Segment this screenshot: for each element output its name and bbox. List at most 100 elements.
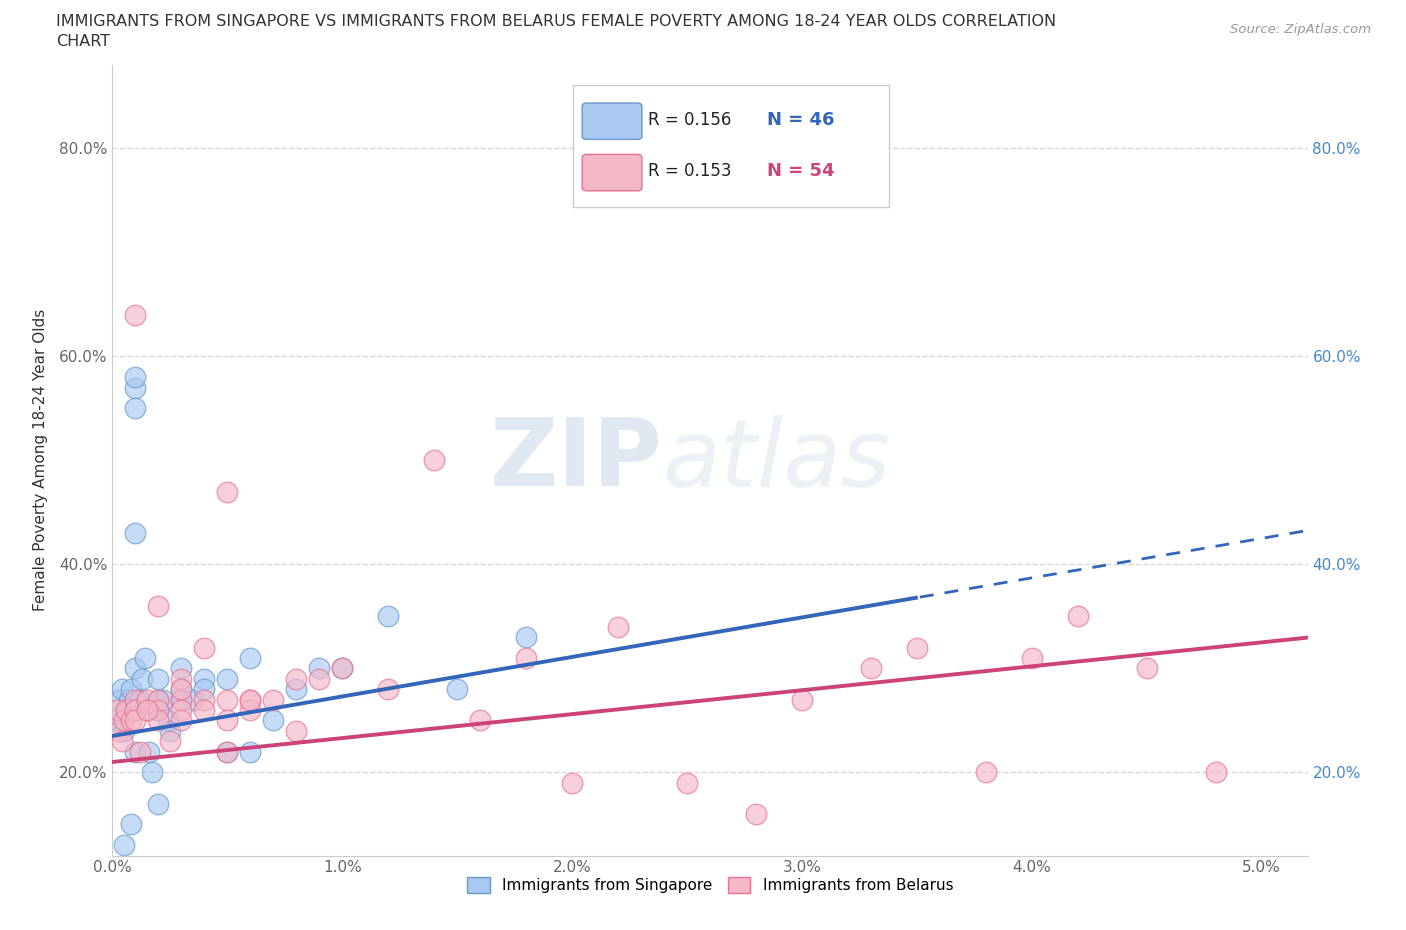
- Point: [152, 692, 174, 707]
- Point: [239, 702, 262, 717]
- Point: [105, 713, 128, 728]
- Point: [129, 692, 152, 707]
- Point: [193, 682, 215, 697]
- Point: [124, 702, 146, 717]
- Point: [1067, 609, 1090, 624]
- Point: [124, 401, 146, 416]
- Point: [446, 682, 468, 697]
- Point: [124, 692, 146, 707]
- Point: [170, 661, 193, 676]
- Point: [285, 724, 308, 738]
- Point: [170, 682, 193, 697]
- Point: [745, 806, 768, 821]
- Text: Source: ZipAtlas.com: Source: ZipAtlas.com: [1230, 23, 1371, 36]
- Point: [124, 525, 146, 540]
- Point: [129, 744, 152, 759]
- Point: [217, 744, 239, 759]
- Point: [120, 682, 142, 697]
- Y-axis label: Female Poverty Among 18-24 Year Olds: Female Poverty Among 18-24 Year Olds: [32, 309, 48, 612]
- Point: [607, 619, 630, 634]
- Point: [108, 692, 131, 707]
- Point: [138, 744, 160, 759]
- Text: ZIP: ZIP: [489, 415, 662, 506]
- Point: [285, 671, 308, 686]
- Point: [193, 671, 215, 686]
- Point: [217, 713, 239, 728]
- Point: [561, 776, 583, 790]
- Text: R = 0.156: R = 0.156: [648, 111, 731, 128]
- Point: [136, 692, 159, 707]
- Point: [108, 724, 131, 738]
- Point: [217, 671, 239, 686]
- Point: [117, 692, 139, 707]
- Text: atlas: atlas: [662, 415, 890, 506]
- Point: [141, 765, 163, 780]
- Point: [377, 609, 399, 624]
- Point: [112, 713, 135, 728]
- Point: [170, 692, 193, 707]
- Point: [148, 599, 170, 614]
- Point: [1136, 661, 1159, 676]
- Point: [859, 661, 882, 676]
- Text: R = 0.153: R = 0.153: [648, 162, 731, 180]
- Point: [377, 682, 399, 697]
- Point: [905, 640, 928, 655]
- Point: [515, 630, 537, 644]
- Point: [124, 307, 146, 322]
- Point: [159, 724, 181, 738]
- Point: [170, 713, 193, 728]
- Text: CHART: CHART: [56, 34, 110, 49]
- Point: [217, 744, 239, 759]
- Point: [974, 765, 997, 780]
- Point: [131, 671, 153, 686]
- Point: [134, 651, 156, 666]
- Point: [193, 692, 215, 707]
- FancyBboxPatch shape: [572, 85, 890, 207]
- Point: [124, 713, 146, 728]
- Point: [217, 485, 239, 499]
- Point: [181, 692, 204, 707]
- Point: [148, 796, 170, 811]
- Text: N = 46: N = 46: [768, 111, 835, 128]
- Point: [676, 776, 699, 790]
- Text: N = 54: N = 54: [768, 162, 835, 180]
- FancyBboxPatch shape: [582, 154, 643, 191]
- Point: [148, 713, 170, 728]
- Point: [193, 702, 215, 717]
- Point: [124, 744, 146, 759]
- Point: [148, 702, 170, 717]
- Point: [105, 702, 128, 717]
- Legend: Immigrants from Singapore, Immigrants from Belarus: Immigrants from Singapore, Immigrants fr…: [461, 871, 959, 899]
- Point: [239, 692, 262, 707]
- Point: [120, 817, 142, 831]
- Point: [170, 702, 193, 717]
- Point: [112, 724, 135, 738]
- FancyBboxPatch shape: [582, 103, 643, 140]
- Point: [790, 692, 813, 707]
- Point: [120, 713, 142, 728]
- Point: [1205, 765, 1227, 780]
- Point: [262, 692, 284, 707]
- Point: [124, 661, 146, 676]
- Point: [239, 692, 262, 707]
- Point: [1021, 651, 1043, 666]
- Point: [115, 702, 138, 717]
- Point: [112, 838, 135, 853]
- Point: [239, 744, 262, 759]
- Point: [115, 702, 138, 717]
- Point: [193, 640, 215, 655]
- Point: [124, 702, 146, 717]
- Point: [124, 370, 146, 385]
- Point: [111, 682, 134, 697]
- Point: [423, 453, 446, 468]
- Point: [308, 661, 330, 676]
- Point: [148, 692, 170, 707]
- Point: [217, 692, 239, 707]
- Point: [330, 661, 353, 676]
- Point: [285, 682, 308, 697]
- Point: [239, 651, 262, 666]
- Point: [170, 682, 193, 697]
- Point: [262, 713, 284, 728]
- Text: IMMIGRANTS FROM SINGAPORE VS IMMIGRANTS FROM BELARUS FEMALE POVERTY AMONG 18-24 : IMMIGRANTS FROM SINGAPORE VS IMMIGRANTS …: [56, 14, 1056, 29]
- Point: [156, 713, 179, 728]
